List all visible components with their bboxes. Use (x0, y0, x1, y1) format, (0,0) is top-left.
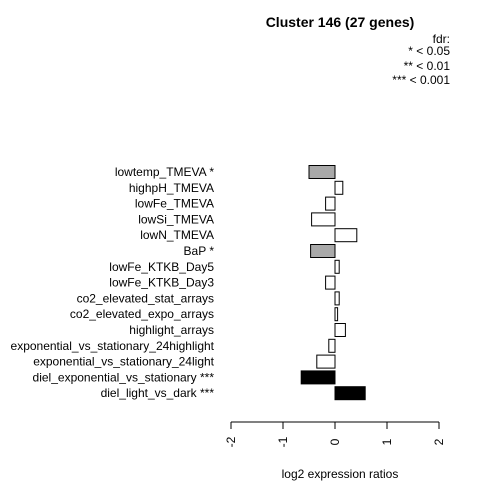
x-tick-label: 2 (432, 438, 446, 445)
category-label: lowFe_KTKB_Day3 (109, 276, 214, 290)
bar (334, 259, 340, 274)
category-label: exponential_vs_stationary_24light (33, 355, 214, 369)
category-labels: lowtemp_TMEVA *highpH_TMEVAlowFe_TMEVAlo… (11, 165, 215, 400)
bar (334, 180, 344, 195)
bar (310, 244, 336, 258)
bar (325, 275, 336, 290)
x-axis-label: log2 expression ratios (282, 467, 399, 481)
bar (334, 291, 340, 306)
bar (334, 386, 366, 401)
x-tick-label: 1 (380, 438, 394, 445)
category-label: co2_elevated_expo_arrays (70, 307, 214, 321)
category-label: lowN_TMEVA (140, 228, 214, 242)
x-axis: -2 -1 0 1 2 (224, 421, 446, 447)
category-label: highpH_TMEVA (129, 181, 214, 195)
category-label: lowFe_TMEVA (135, 197, 214, 211)
bar (311, 212, 336, 227)
x-tick-label: -2 (224, 436, 238, 447)
legend-entry: *** < 0.001 (392, 73, 450, 87)
bar (334, 228, 358, 243)
category-label: lowSi_TMEVA (138, 212, 214, 226)
category-label: exponential_vs_stationary_24highlight (11, 339, 215, 353)
bar (316, 354, 336, 369)
category-label: lowtemp_TMEVA * (115, 165, 214, 179)
chart-title: Cluster 146 (27 genes) (266, 14, 415, 30)
bar (334, 323, 346, 337)
category-label: diel_light_vs_dark *** (101, 386, 215, 400)
bar (300, 370, 336, 385)
legend-title: fdr: (433, 32, 450, 46)
category-label: diel_exponential_vs_stationary *** (33, 370, 215, 384)
category-label: lowFe_KTKB_Day5 (109, 260, 214, 274)
legend: fdr: * < 0.05 ** < 0.01 *** < 0.001 (392, 32, 450, 87)
bar (308, 165, 336, 179)
bar (325, 196, 336, 211)
legend-entry: * < 0.05 (408, 44, 450, 58)
legend-entry: ** < 0.01 (404, 59, 451, 73)
bars-group (300, 165, 366, 401)
category-label: co2_elevated_stat_arrays (77, 291, 214, 305)
x-tick-label: 0 (328, 438, 342, 445)
x-tick-label: -1 (276, 436, 290, 447)
category-label: BaP * (184, 244, 215, 258)
category-label: highlight_arrays (129, 323, 214, 337)
bar (328, 338, 336, 353)
bar (334, 307, 339, 322)
